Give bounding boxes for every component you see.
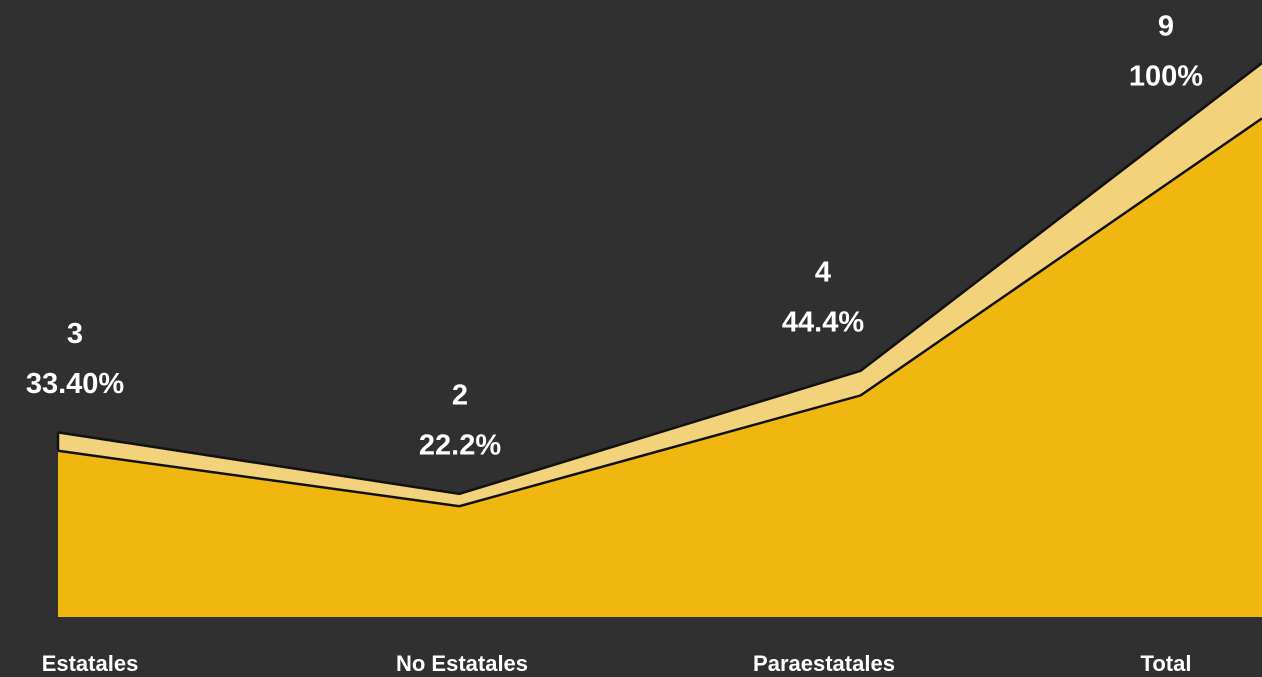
data-label: 4 xyxy=(815,256,831,288)
data-label: 9 xyxy=(1158,11,1174,43)
data-label: 2 xyxy=(452,380,468,412)
area-front-line xyxy=(57,117,1262,508)
x-tick-label: Paraestatales xyxy=(753,651,895,676)
share-label: 44.4% xyxy=(782,306,864,338)
share-label: 22.2% xyxy=(419,430,501,462)
area-top-line xyxy=(57,62,1262,496)
x-tick-label: No Estatales xyxy=(396,651,528,676)
share-label: 100% xyxy=(1129,61,1203,93)
x-tick-label: Estatales xyxy=(42,651,139,676)
data-label: 3 xyxy=(67,318,83,350)
share-label: 33.40% xyxy=(26,368,125,400)
x-tick-label: Total xyxy=(1141,651,1192,676)
